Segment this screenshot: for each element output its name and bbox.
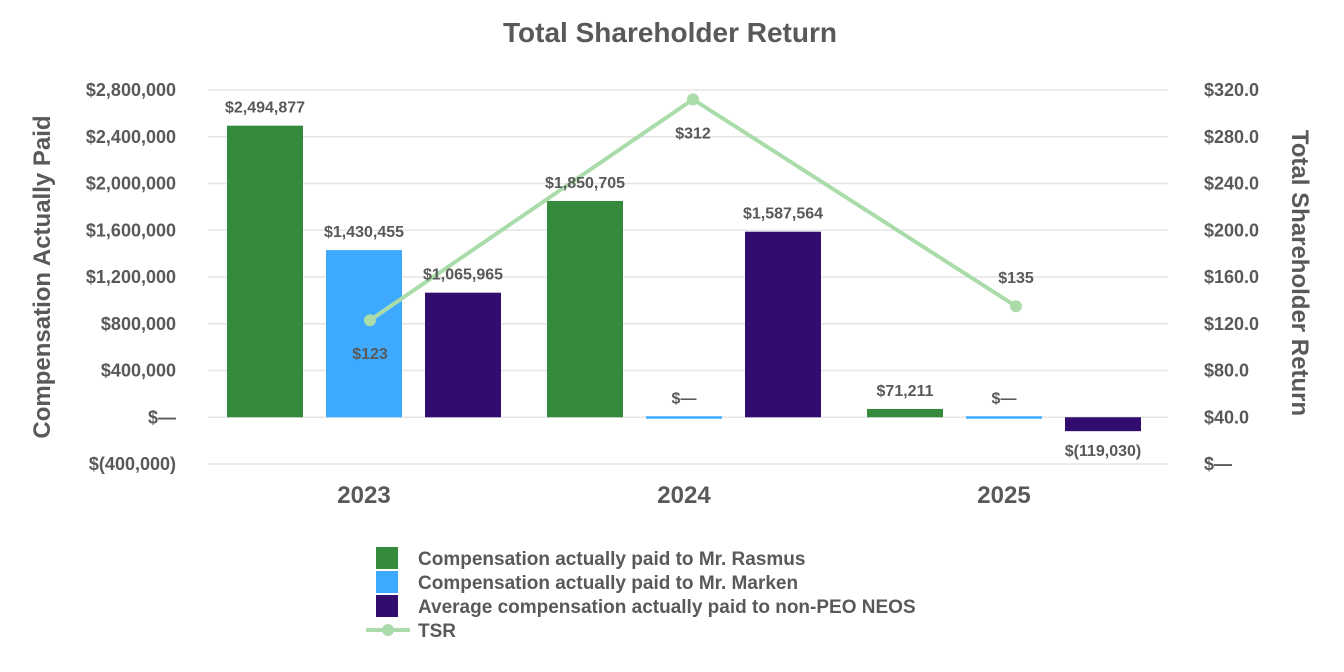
tsr-point	[1010, 300, 1022, 313]
data-labels: $2,494,877 $1,850,705 $71,211 $1,430,455 $— $…	[225, 100, 1141, 461]
tsr-value-label: $135	[998, 270, 1034, 287]
right-tick-label: $320.0	[1204, 80, 1259, 100]
bar-value-label: $2,494,877	[225, 100, 305, 117]
bar	[966, 416, 1042, 419]
bar-value-label: $1,850,705	[545, 175, 625, 192]
legend: Compensation actually paid to Mr. Rasmus…	[366, 547, 916, 642]
tsr-point	[364, 314, 376, 327]
category-axis: 2023 2024 2025	[337, 482, 1030, 509]
right-axis: $320.0 $280.0 $240.0 $200.0 $160.0 $120.0 $80.…	[1204, 80, 1259, 474]
left-tick-label: $1,200,000	[86, 267, 176, 287]
bar-value-label: $—	[672, 390, 697, 407]
bar-value-label: $1,065,965	[423, 267, 503, 284]
bar	[326, 250, 402, 418]
legend-swatch	[376, 595, 398, 617]
tsr-point	[687, 93, 699, 106]
tsr-line-group	[364, 93, 1022, 327]
left-tick-label: $(400,000)	[89, 454, 176, 474]
left-tick-label: $—	[148, 407, 176, 427]
bar	[547, 200, 623, 418]
legend-label: TSR	[418, 621, 456, 642]
category-label: 2023	[337, 482, 390, 509]
left-tick-label: $2,400,000	[86, 127, 176, 147]
category-label: 2024	[657, 482, 711, 509]
left-tick-label: $1,600,000	[86, 220, 176, 240]
right-tick-label: $—	[1204, 454, 1232, 474]
bar	[425, 292, 501, 418]
left-axis: $2,800,000 $2,400,000 $2,000,000 $1,600,000…	[86, 80, 176, 474]
bar	[1065, 417, 1141, 432]
left-tick-label: $800,000	[101, 314, 176, 334]
legend-label: Compensation actually paid to Mr. Marken	[418, 573, 798, 594]
bar	[227, 125, 303, 418]
category-label: 2025	[977, 482, 1030, 509]
legend-marker	[382, 624, 394, 636]
bar-value-label: $—	[992, 390, 1017, 407]
right-tick-label: $40.0	[1204, 407, 1249, 427]
legend-swatch	[376, 547, 398, 569]
bars	[227, 125, 1141, 432]
left-tick-label: $400,000	[101, 361, 176, 381]
right-tick-label: $280.0	[1204, 127, 1259, 147]
bar	[745, 231, 821, 418]
chart-title: Total Shareholder Return	[503, 17, 837, 48]
legend-label: Average compensation actually paid to no…	[418, 597, 916, 618]
bar	[646, 416, 722, 419]
left-tick-label: $2,000,000	[86, 174, 176, 194]
tsr-value-label: $123	[352, 346, 388, 363]
bar-value-label: $(119,030)	[1065, 443, 1142, 460]
bar-value-label: $1,587,564	[743, 206, 823, 223]
bar	[867, 408, 943, 418]
right-tick-label: $80.0	[1204, 361, 1249, 381]
legend-label: Compensation actually paid to Mr. Rasmus	[418, 549, 805, 570]
right-tick-label: $240.0	[1204, 174, 1259, 194]
left-tick-label: $2,800,000	[86, 80, 176, 100]
right-tick-label: $120.0	[1204, 314, 1259, 334]
tsr-value-label: $312	[675, 125, 711, 142]
bar-value-label: $71,211	[877, 383, 934, 400]
bar-value-label: $1,430,455	[324, 224, 404, 241]
right-tick-label: $200.0	[1204, 220, 1259, 240]
left-axis-title: Compensation Actually Paid	[29, 115, 56, 438]
legend-swatch	[376, 571, 398, 593]
right-tick-label: $160.0	[1204, 267, 1259, 287]
right-axis-title: Total Shareholder Return	[1286, 130, 1313, 416]
